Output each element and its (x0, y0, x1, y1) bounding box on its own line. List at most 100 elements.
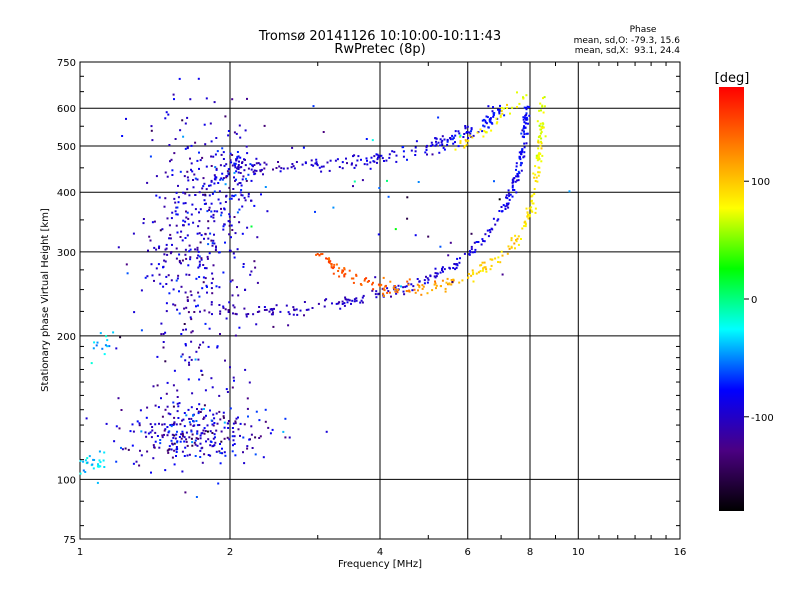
data-point (471, 269, 474, 272)
data-point (106, 345, 109, 348)
data-point (204, 322, 207, 325)
data-point (234, 420, 237, 423)
data-point (215, 246, 217, 249)
data-point (288, 313, 291, 316)
data-point (488, 229, 491, 231)
data-point (497, 261, 499, 263)
data-point (273, 307, 275, 310)
data-point (177, 196, 180, 199)
data-point (454, 141, 456, 144)
data-point (190, 294, 193, 297)
data-point (393, 288, 396, 290)
data-point (191, 433, 194, 436)
data-point (140, 454, 143, 457)
data-point (225, 388, 228, 391)
data-point (176, 440, 179, 443)
data-point (423, 282, 426, 285)
data-point (404, 285, 407, 288)
data-point (179, 423, 182, 426)
data-point (464, 139, 467, 142)
data-point (172, 93, 175, 96)
data-point (185, 438, 188, 441)
data-point (210, 303, 213, 306)
data-point (437, 141, 440, 144)
data-point (392, 286, 395, 289)
data-point (166, 253, 169, 256)
data-point (360, 158, 362, 161)
data-point (455, 263, 458, 266)
data-point (499, 261, 502, 264)
data-point (407, 283, 410, 286)
data-point (459, 257, 461, 260)
data-point (155, 194, 158, 197)
data-point (144, 431, 147, 434)
data-point (136, 420, 139, 423)
data-point (517, 243, 520, 246)
data-point (142, 218, 145, 220)
data-point (199, 434, 202, 437)
data-point (325, 257, 328, 260)
data-point (383, 294, 385, 297)
data-point (470, 245, 473, 248)
data-point (247, 313, 250, 315)
data-point (112, 331, 115, 334)
data-point (474, 248, 477, 251)
data-point (352, 155, 354, 158)
data-point (202, 281, 205, 284)
data-point (366, 159, 368, 162)
data-point (507, 206, 510, 209)
data-point (535, 176, 538, 179)
data-point (241, 178, 244, 181)
data-point (433, 283, 436, 286)
data-point (495, 122, 498, 125)
data-point (199, 449, 202, 452)
data-point (192, 186, 195, 189)
data-point (443, 148, 446, 151)
data-point (438, 151, 441, 154)
data-point (516, 106, 518, 109)
data-point (489, 258, 492, 261)
data-point (213, 233, 215, 236)
data-point (430, 144, 432, 147)
data-point (519, 164, 522, 167)
data-point (479, 270, 482, 273)
data-point (232, 188, 235, 190)
data-point (240, 194, 243, 197)
data-point (485, 122, 488, 125)
data-point (540, 142, 543, 145)
data-point (175, 279, 178, 282)
data-point (293, 308, 295, 311)
data-point (470, 128, 473, 131)
data-point (286, 167, 289, 170)
data-point (222, 177, 225, 180)
data-point (406, 280, 409, 283)
data-point (121, 448, 124, 451)
data-point (458, 132, 461, 135)
data-point (178, 312, 181, 315)
data-point (537, 171, 540, 174)
data-point (378, 187, 381, 189)
data-point (487, 105, 490, 108)
data-point (534, 211, 537, 214)
data-point (152, 444, 155, 447)
data-point (170, 217, 173, 220)
data-point (237, 416, 239, 419)
data-point (452, 267, 455, 269)
data-point (491, 110, 494, 113)
data-point (192, 420, 194, 422)
data-point (360, 284, 363, 286)
data-point (211, 432, 214, 434)
data-point (233, 306, 236, 309)
data-point (516, 173, 519, 175)
data-point (180, 433, 183, 436)
data-point (176, 213, 179, 216)
data-point (439, 138, 442, 141)
y-tick-label: 500 (57, 142, 76, 153)
data-point (377, 283, 380, 286)
data-point (211, 192, 214, 195)
data-point (301, 163, 304, 166)
data-point (522, 130, 525, 133)
data-point (203, 432, 206, 435)
data-point (237, 428, 240, 431)
data-point (510, 246, 513, 249)
